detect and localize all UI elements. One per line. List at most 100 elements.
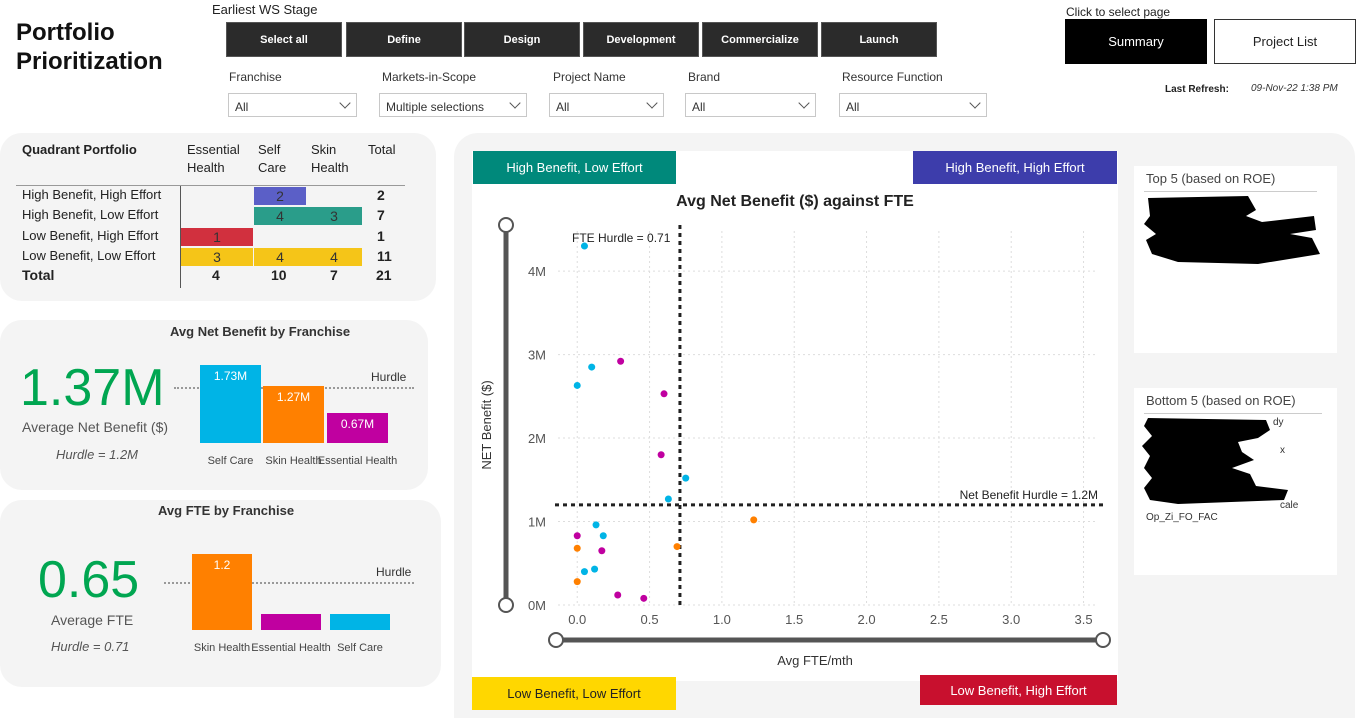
quadrant-cell[interactable]: 1 (181, 228, 253, 246)
markets-in-scope-dropdown-value: Multiple selections (386, 100, 485, 114)
quadrant-portfolio-card: Quadrant Portfolio Essential Health Self C… (0, 133, 436, 301)
y-tick-label: 0M (528, 598, 546, 613)
x-tick-label: 3.5 (1074, 612, 1092, 627)
last-refresh-label: Last Refresh: (1165, 84, 1229, 95)
stage-button-development[interactable]: Development (583, 22, 699, 57)
scatter-point[interactable] (673, 543, 681, 551)
franchise-bar[interactable]: 1.27M (263, 386, 324, 443)
x-tick-label: 1.0 (713, 612, 731, 627)
scatter-point[interactable] (640, 594, 648, 602)
quadrant-cell[interactable]: 4 (254, 248, 306, 266)
x-tick-label: 1.5 (785, 612, 803, 627)
net-benefit-title: Avg Net Benefit by Franchise (170, 324, 351, 339)
col-total: Total (368, 142, 396, 157)
scatter-point[interactable] (573, 578, 581, 586)
quadrant-cell[interactable] (306, 187, 362, 205)
net-benefit-hurdle-text: Hurdle = 1.2M (56, 447, 139, 462)
quadrant-cell[interactable] (306, 228, 362, 246)
chevron-down-icon (509, 97, 521, 109)
quadrant-cell[interactable]: 3 (181, 248, 253, 266)
y-tick-label: 3M (528, 348, 546, 363)
bar-category-label: Essential Health (317, 455, 398, 467)
markets-in-scope-filter-label: Markets-in-Scope (382, 70, 477, 84)
franchise-bar[interactable]: 1.73M (200, 365, 261, 443)
scatter-point[interactable] (660, 390, 668, 398)
quadrant-row-total: 2 (377, 187, 385, 203)
scatter-point[interactable] (573, 544, 581, 552)
table-header-divider (16, 185, 405, 186)
franchise-bar[interactable]: 1.2 (192, 554, 252, 630)
quadrant-row-label: High Benefit, High Effort (22, 187, 162, 202)
scatter-point[interactable] (580, 568, 588, 576)
scatter-point[interactable] (591, 565, 599, 573)
low-benefit-high-effort-button[interactable]: Low Benefit, High Effort (920, 675, 1117, 705)
quadrant-cell[interactable] (181, 207, 253, 225)
quadrant-cell[interactable]: 4 (306, 248, 362, 266)
total-skin-health: 7 (330, 267, 338, 283)
x-tick-label: 3.0 (1002, 612, 1020, 627)
scatter-point[interactable] (598, 547, 606, 555)
x-slider-right-handle[interactable] (1095, 632, 1111, 648)
scatter-point[interactable] (588, 363, 596, 371)
top5-title: Top 5 (based on ROE) (1146, 171, 1276, 186)
high-benefit-low-effort-button[interactable]: High Benefit, Low Effort (473, 151, 676, 184)
scatter-point[interactable] (573, 532, 581, 540)
quadrant-cell[interactable]: 3 (306, 207, 362, 225)
scatter-point[interactable] (599, 532, 607, 540)
stage-button-define[interactable]: Define (346, 22, 462, 57)
bottom5-divider (1144, 413, 1322, 414)
fte-card: Avg FTE by Franchise 0.65 Average FTE Hu… (0, 500, 441, 687)
resource-function-dropdown[interactable]: All (839, 93, 987, 117)
bar-category-label: Skin Health (193, 642, 251, 654)
bottom5-fragment-4: Op_Zi_FO_FAC (1146, 512, 1218, 523)
scatter-point[interactable] (592, 521, 600, 529)
franchise-dropdown[interactable]: All (228, 93, 357, 117)
stage-button-launch[interactable]: Launch (821, 22, 937, 57)
stage-button-commercialize[interactable]: Commercialize (702, 22, 818, 57)
quadrant-cell[interactable] (181, 187, 253, 205)
high-benefit-high-effort-button[interactable]: High Benefit, High Effort (913, 151, 1117, 184)
scatter-chart: Avg Net Benefit ($) against FTE 0.0 0.5 1.0… (479, 193, 1111, 668)
scatter-point[interactable] (614, 591, 622, 599)
fte-hurdle-text: Hurdle = 0.71 (51, 639, 130, 654)
brand-filter-label: Brand (688, 70, 721, 84)
quadrant-cell[interactable]: 4 (254, 207, 306, 225)
stage-button-design[interactable]: Design (464, 22, 580, 57)
x-tick-label: 2.5 (930, 612, 948, 627)
franchise-bar[interactable] (261, 614, 321, 630)
quadrant-cell[interactable]: 2 (254, 187, 306, 205)
y-slider-bottom-handle[interactable] (498, 597, 514, 613)
col-self-care: Self Care (258, 142, 287, 175)
scatter-point[interactable] (682, 474, 690, 482)
chevron-down-icon (339, 97, 351, 109)
project-list-page-button[interactable]: Project List (1214, 19, 1356, 64)
franchise-bar[interactable]: 0.67M (327, 413, 388, 443)
quadrant-row-total: 7 (377, 207, 385, 223)
scatter-point[interactable] (617, 357, 625, 365)
franchise-dropdown-value: All (235, 100, 249, 114)
scatter-point[interactable] (573, 381, 581, 389)
avg-fte-value: 0.65 (38, 551, 140, 609)
brand-dropdown[interactable]: All (685, 93, 816, 117)
summary-page-button[interactable]: Summary (1065, 19, 1207, 64)
low-benefit-low-effort-button[interactable]: Low Benefit, Low Effort (472, 677, 676, 710)
chevron-down-icon (646, 97, 658, 109)
stage-button-select-all[interactable]: Select all (226, 22, 342, 57)
quadrant-cell[interactable] (254, 228, 306, 246)
franchise-bar[interactable] (330, 614, 390, 630)
scatter-point[interactable] (580, 242, 588, 250)
x-slider-left-handle[interactable] (548, 632, 564, 648)
chart-title: Avg Net Benefit ($) against FTE (676, 193, 914, 210)
y-tick-label: 4M (528, 264, 546, 279)
x-axis-title: Avg FTE/mth (777, 653, 853, 668)
scatter-point[interactable] (750, 516, 758, 524)
bar-category-label: Self Care (207, 455, 254, 467)
quadrant-row-label: High Benefit, Low Effort (22, 207, 159, 222)
scatter-point[interactable] (657, 451, 665, 459)
project-name-dropdown[interactable]: All (549, 93, 664, 117)
bottom5-fragment-3: cale (1280, 500, 1299, 511)
y-slider-top-handle[interactable] (498, 217, 514, 233)
page-select-label: Click to select page (1066, 5, 1171, 19)
markets-in-scope-dropdown[interactable]: Multiple selections (379, 93, 527, 117)
scatter-point[interactable] (664, 495, 672, 503)
